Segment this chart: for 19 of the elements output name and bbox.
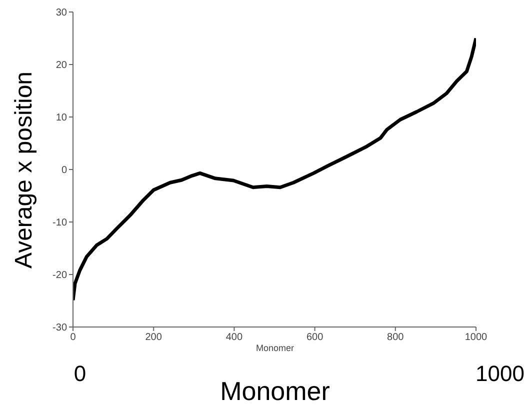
- x-tick-label: 0: [70, 332, 76, 344]
- y-tick-label: 30: [56, 8, 68, 19]
- y-tick-label: -20: [52, 270, 68, 282]
- x-tick-label: 800: [387, 332, 404, 344]
- y-tick-label: 20: [56, 60, 68, 72]
- x-tick-label: 600: [306, 332, 324, 344]
- x-tick-label: 400: [226, 332, 243, 344]
- y-tick-label: -30: [52, 322, 68, 334]
- line-series: [73, 36, 476, 302]
- text: 1000: [476, 361, 524, 386]
- x-tick-label: 1000: [464, 332, 488, 344]
- x-axis-title: Monomer: [220, 376, 330, 406]
- text: Monomer: [256, 343, 294, 353]
- y-axis-title: Average x position: [10, 71, 38, 269]
- text: 0: [74, 361, 86, 386]
- y-tick-label: -10: [52, 218, 68, 229]
- y-tick-label: 0: [61, 165, 68, 176]
- y-tick-label: 10: [56, 112, 68, 124]
- x-tick-label: 200: [145, 332, 162, 344]
